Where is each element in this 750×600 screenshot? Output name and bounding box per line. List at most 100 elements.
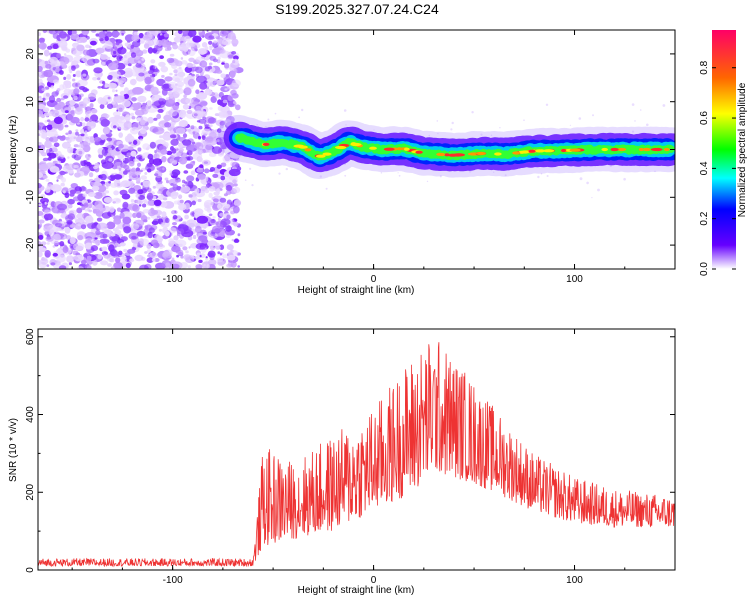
noise-speckle	[65, 163, 77, 171]
noise-speckle	[135, 75, 145, 82]
noise-speckle	[137, 189, 144, 195]
noise-speckle	[95, 47, 105, 54]
noise-speckle	[154, 150, 157, 154]
noise-speckle	[225, 234, 231, 239]
noise-speckle	[75, 70, 82, 78]
noise-speckle	[78, 150, 83, 155]
noise-speckle	[45, 92, 50, 97]
noise-speckle	[198, 135, 201, 140]
noise-speckle	[38, 250, 43, 258]
noise-speckle	[113, 71, 121, 78]
noise-speckle	[170, 191, 178, 200]
noise-speckle	[208, 213, 213, 217]
snr-xtick-label: -100	[163, 575, 183, 586]
snr-frame	[37, 328, 676, 571]
noise-speckle	[84, 138, 89, 142]
noise-speckle	[141, 167, 146, 171]
noise-speckle	[38, 85, 45, 94]
sparse-speckle	[325, 187, 328, 190]
noise-speckle	[44, 187, 51, 194]
noise-speckle	[84, 215, 94, 224]
noise-speckle	[203, 133, 208, 137]
noise-speckle	[130, 199, 135, 203]
noise-speckle	[158, 98, 163, 102]
noise-speckle	[212, 225, 223, 233]
noise-speckle	[195, 66, 203, 74]
noise-speckle	[212, 198, 219, 203]
noise-speckle	[185, 98, 194, 104]
noise-speckle	[40, 152, 47, 157]
noise-speckle	[178, 249, 184, 256]
noise-speckle	[168, 93, 174, 98]
noise-speckle	[110, 174, 115, 180]
ridge-peak	[383, 147, 395, 151]
noise-speckle	[100, 173, 107, 181]
noise-speckle	[150, 84, 154, 88]
snr-xtick-label: 100	[566, 575, 583, 586]
noise-speckle	[150, 239, 159, 246]
noise-speckle	[81, 259, 87, 265]
noise-speckle	[76, 213, 85, 220]
noise-speckle	[180, 113, 184, 117]
sparse-speckle	[578, 117, 582, 120]
noise-speckle	[201, 111, 206, 115]
noise-speckle	[120, 74, 123, 78]
noise-speckle	[113, 190, 119, 196]
noise-speckle	[46, 119, 51, 122]
noise-speckle	[209, 107, 213, 110]
noise-speckle	[87, 222, 97, 230]
noise-speckle	[196, 215, 209, 224]
noise-speckle	[208, 186, 216, 192]
noise-speckle	[71, 82, 79, 88]
noise-speckle	[178, 194, 183, 199]
noise-speckle	[127, 248, 136, 254]
noise-speckle	[186, 40, 197, 48]
snr-ytick-label: 200	[25, 483, 36, 500]
noise-speckle	[38, 133, 41, 137]
noise-speckle	[84, 153, 92, 159]
ridge-peak	[315, 154, 326, 158]
noise-speckle	[171, 121, 175, 126]
ridge-peak	[642, 147, 651, 152]
noise-speckle	[82, 87, 88, 93]
noise-speckle	[130, 52, 137, 58]
noise-speckle	[82, 73, 87, 77]
noise-speckle	[84, 242, 93, 250]
noise-speckle	[45, 63, 52, 69]
noise-speckle	[119, 156, 126, 162]
sparse-speckle	[345, 124, 347, 126]
noise-speckle	[231, 51, 237, 55]
snr-xtick-label: 0	[371, 575, 377, 586]
noise-speckle	[116, 207, 122, 212]
noise-speckle	[121, 193, 131, 200]
noise-speckle	[38, 37, 45, 44]
noise-speckle	[216, 164, 222, 169]
noise-speckle	[84, 232, 97, 240]
ridge-peak	[475, 151, 486, 156]
noise-speckle	[184, 66, 193, 73]
noise-speckle	[51, 109, 60, 118]
noise-speckle	[63, 95, 69, 99]
noise-speckle	[217, 251, 221, 255]
noise-speckle	[142, 203, 147, 208]
ridge-peak	[304, 148, 312, 152]
ridge-peak	[601, 147, 608, 152]
noise-speckle	[67, 146, 74, 154]
noise-speckle	[144, 76, 152, 85]
ridge-peak	[322, 152, 332, 156]
noise-speckle	[54, 104, 62, 110]
noise-speckle	[39, 163, 49, 172]
noise-speckle	[217, 56, 221, 60]
noise-speckle	[82, 140, 89, 147]
noise-speckle	[196, 92, 208, 100]
noise-speckle	[232, 43, 238, 47]
noise-speckle	[73, 88, 80, 96]
noise-speckle	[137, 174, 140, 178]
noise-speckle	[76, 44, 85, 52]
noise-speckle	[199, 164, 204, 169]
noise-speckle	[91, 228, 97, 234]
noise-speckle	[76, 79, 88, 87]
ridge-peak	[415, 150, 423, 154]
noise-speckle	[233, 183, 238, 187]
noise-speckle	[147, 47, 154, 54]
